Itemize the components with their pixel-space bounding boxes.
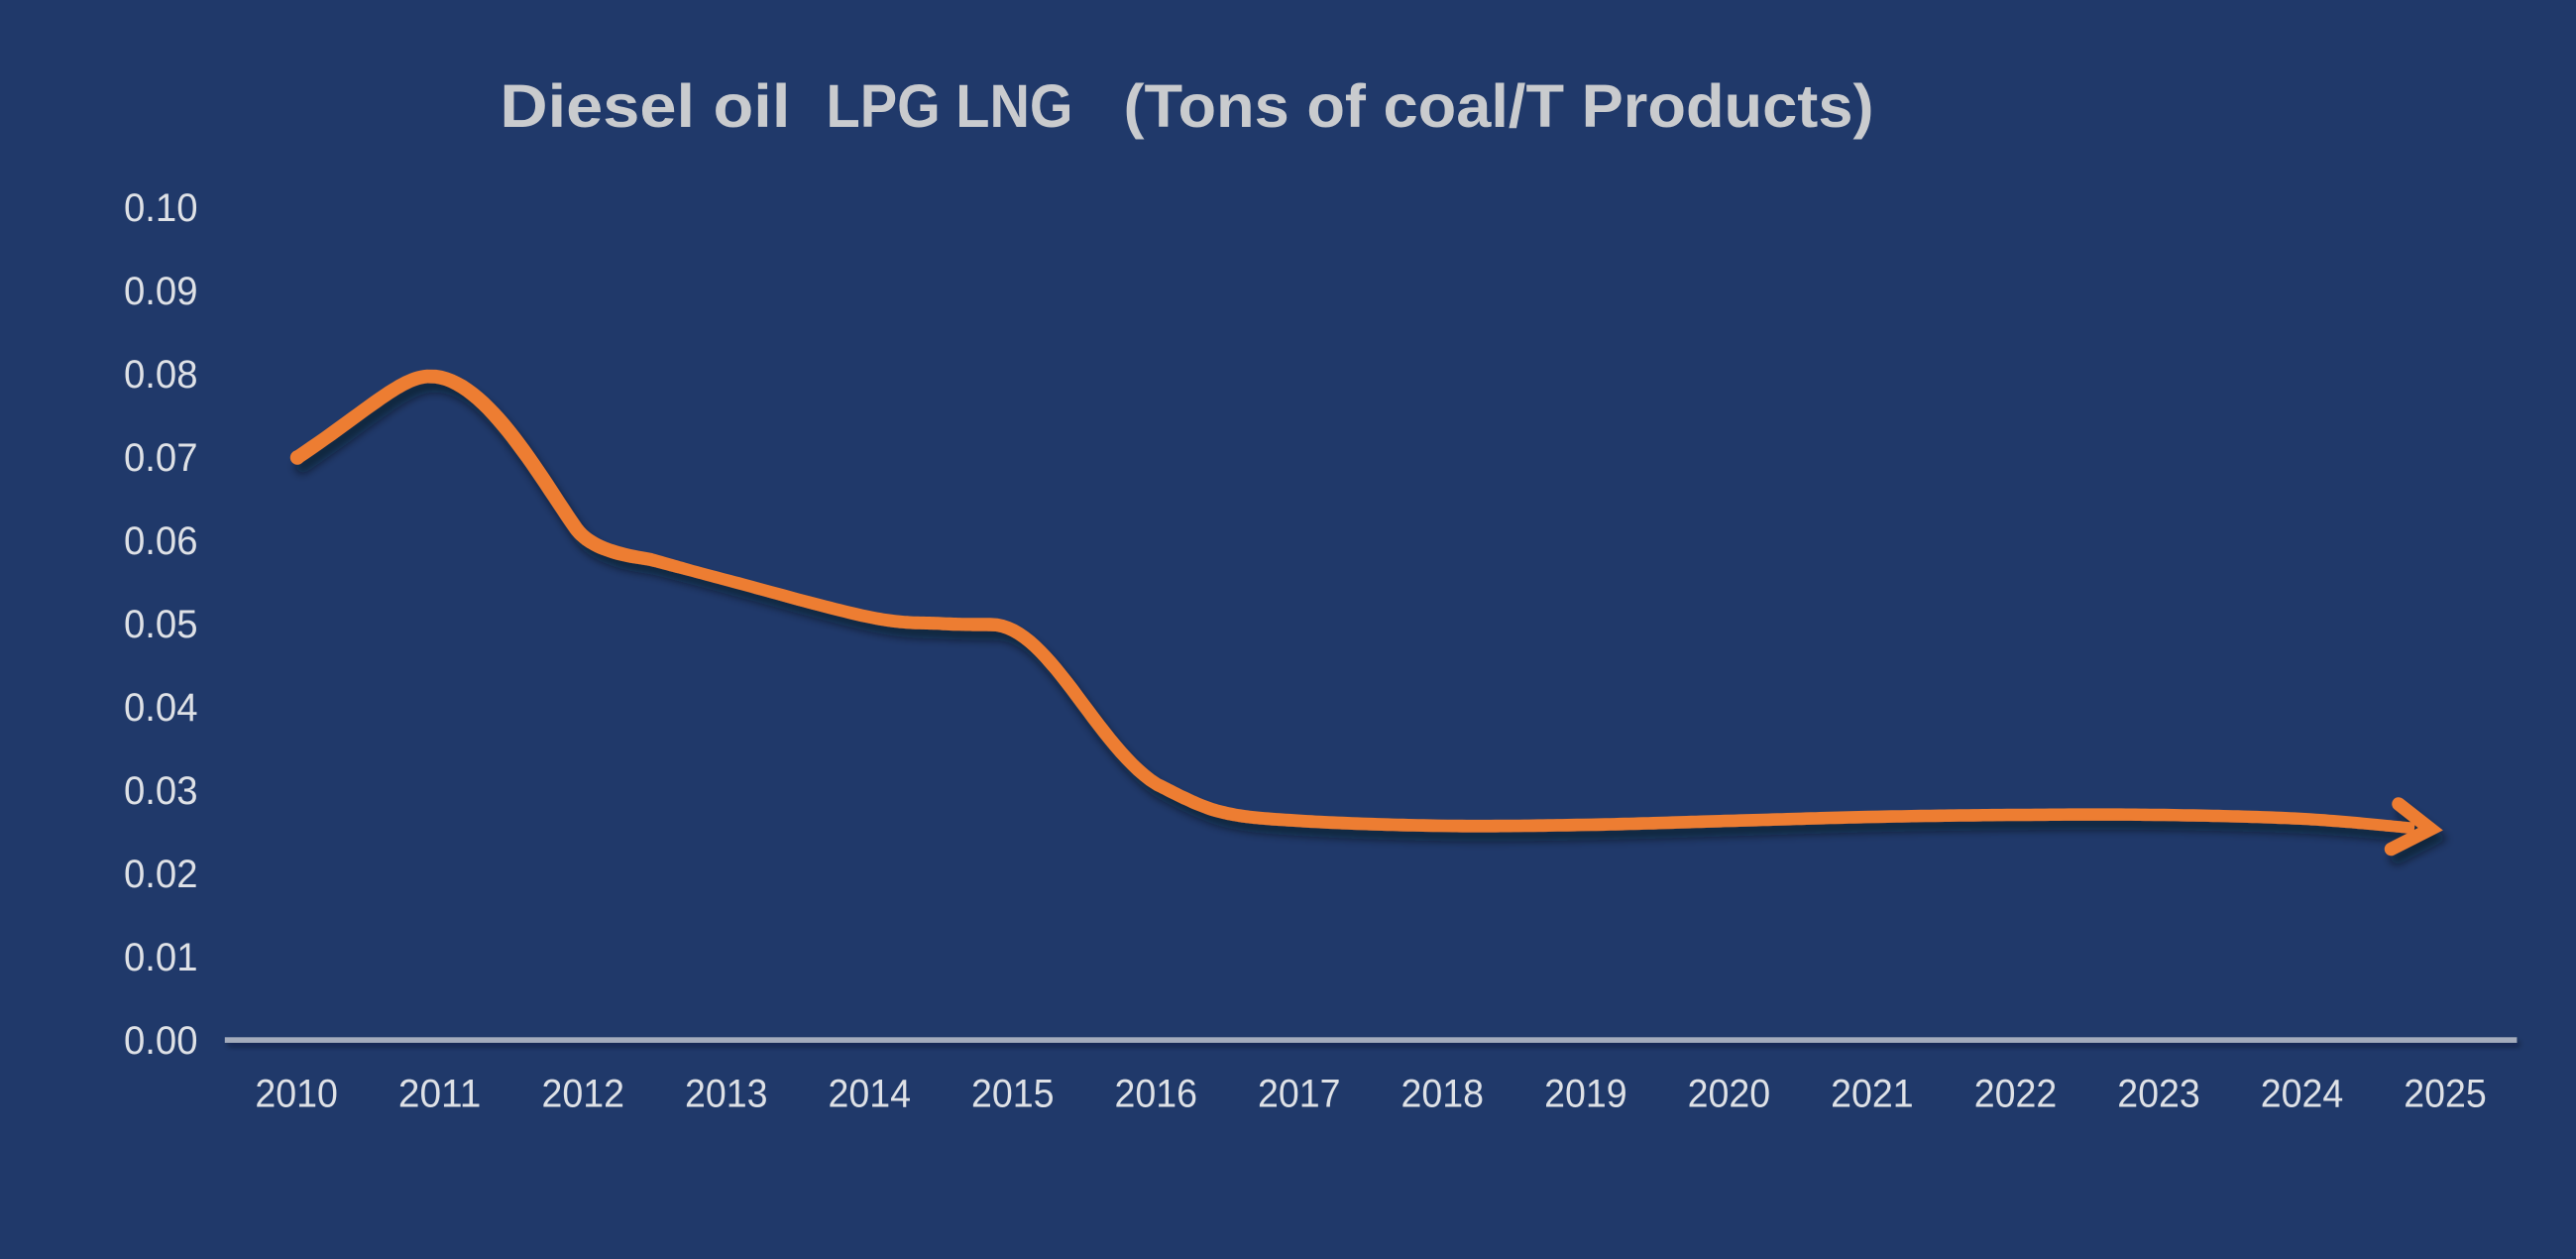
svg-text:2010: 2010: [255, 1073, 338, 1116]
svg-text:0.02: 0.02: [124, 853, 198, 896]
svg-text:2020: 2020: [1688, 1073, 1771, 1116]
svg-text:0.05: 0.05: [124, 603, 198, 646]
svg-text:0.09: 0.09: [124, 270, 198, 313]
svg-text:2021: 2021: [1831, 1073, 1914, 1116]
svg-text:2012: 2012: [541, 1073, 624, 1116]
svg-text:2019: 2019: [1544, 1073, 1627, 1116]
svg-text:0.10: 0.10: [124, 186, 198, 230]
svg-text:(Tons of coal/T Products): (Tons of coal/T Products): [1124, 72, 1874, 140]
svg-text:0.01: 0.01: [124, 936, 198, 979]
svg-text:2018: 2018: [1401, 1073, 1485, 1116]
svg-text:2025: 2025: [2404, 1073, 2487, 1116]
svg-text:2011: 2011: [398, 1073, 482, 1116]
svg-text:0.04: 0.04: [124, 686, 198, 730]
svg-text:2016: 2016: [1115, 1073, 1198, 1116]
svg-text:2023: 2023: [2117, 1073, 2200, 1116]
svg-text:2014: 2014: [828, 1073, 911, 1116]
svg-text:0.03: 0.03: [124, 769, 198, 813]
svg-text:Diesel oil: Diesel oil: [500, 72, 790, 140]
svg-text:2024: 2024: [2261, 1073, 2344, 1116]
svg-text:0.07: 0.07: [124, 436, 198, 480]
svg-text:0.06: 0.06: [124, 519, 198, 563]
svg-text:0.00: 0.00: [124, 1019, 198, 1063]
svg-text:2015: 2015: [971, 1073, 1055, 1116]
svg-text:2017: 2017: [1258, 1073, 1341, 1116]
svg-text:0.08: 0.08: [124, 353, 198, 397]
svg-text:LPG LNG: LPG LNG: [827, 72, 1073, 140]
svg-text:2013: 2013: [685, 1073, 768, 1116]
svg-text:2022: 2022: [1974, 1073, 2058, 1116]
